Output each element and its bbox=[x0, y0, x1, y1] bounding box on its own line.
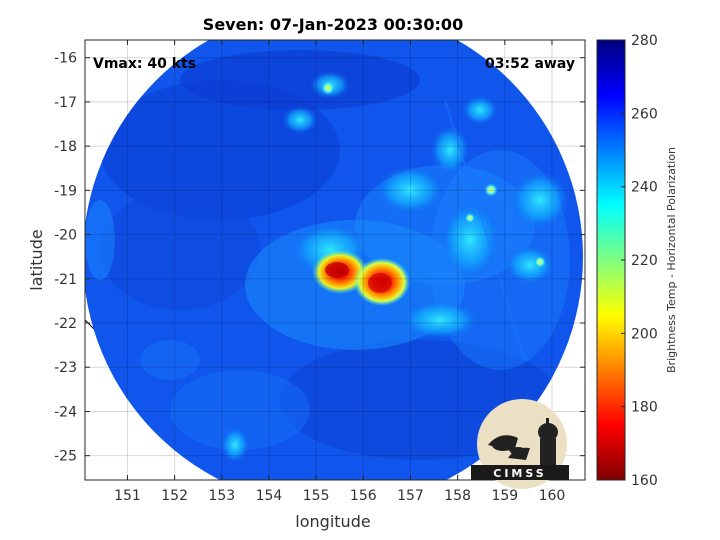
x-tick-label: 156 bbox=[350, 488, 377, 504]
x-tick-label: 152 bbox=[161, 488, 188, 504]
y-tick-label: -22 bbox=[54, 316, 77, 332]
axes-box bbox=[84, 39, 586, 481]
y-tick-label: -23 bbox=[54, 360, 77, 376]
x-tick-label: 159 bbox=[491, 488, 518, 504]
y-tick-label: -25 bbox=[54, 449, 77, 465]
chart-title: Seven: 07-Jan-2023 00:30:00 bbox=[203, 15, 463, 34]
y-axis-label: latitude bbox=[27, 229, 46, 290]
x-tick-label: 160 bbox=[539, 488, 566, 504]
y-tick-label: -20 bbox=[54, 228, 77, 244]
colorbar-label: Brightness Temp - Horizontal Polarizatio… bbox=[665, 147, 678, 373]
colorbar bbox=[597, 40, 625, 480]
x-tick-label: 153 bbox=[208, 488, 235, 504]
y-tick-label: -24 bbox=[54, 404, 77, 420]
y-tick-label: -19 bbox=[54, 183, 77, 199]
time-away-annotation: 03:52 away bbox=[485, 56, 575, 72]
microwave-swath bbox=[85, 40, 583, 480]
y-axis-ticks: -16 -17 -18 -19 -20 -21 -22 -23 -24 -25 bbox=[54, 51, 585, 465]
y-tick-label: -17 bbox=[54, 95, 77, 111]
colorbar-ticks: 280 260 240 220 200 180 160 bbox=[621, 33, 658, 489]
cimss-logo-text: CIMSS bbox=[493, 467, 546, 480]
y-tick-label: -18 bbox=[54, 139, 77, 155]
colorbar-tick-label: 220 bbox=[631, 253, 658, 269]
vmax-annotation: Vmax: 40 kts bbox=[93, 56, 196, 72]
x-tick-label: 158 bbox=[444, 488, 471, 504]
y-tick-label: -21 bbox=[54, 272, 77, 288]
x-axis-label: longitude bbox=[295, 512, 370, 531]
x-tick-label: 154 bbox=[256, 488, 283, 504]
cimss-logo: CIMSS bbox=[471, 399, 569, 489]
x-tick-label: 157 bbox=[397, 488, 424, 504]
colorbar-tick-label: 240 bbox=[631, 180, 658, 196]
colorbar-tick-label: 180 bbox=[631, 400, 658, 416]
colorbar-tick-label: 260 bbox=[631, 106, 658, 122]
y-tick-label: -16 bbox=[54, 51, 77, 67]
x-tick-label: 155 bbox=[303, 488, 330, 504]
colorbar-tick-label: 160 bbox=[631, 473, 658, 489]
colorbar-tick-label: 200 bbox=[631, 326, 658, 342]
colorbar-tick-label: 280 bbox=[631, 33, 658, 49]
x-axis-ticks: 151 152 153 154 155 156 157 158 159 160 bbox=[114, 40, 565, 504]
x-tick-label: 151 bbox=[114, 488, 141, 504]
